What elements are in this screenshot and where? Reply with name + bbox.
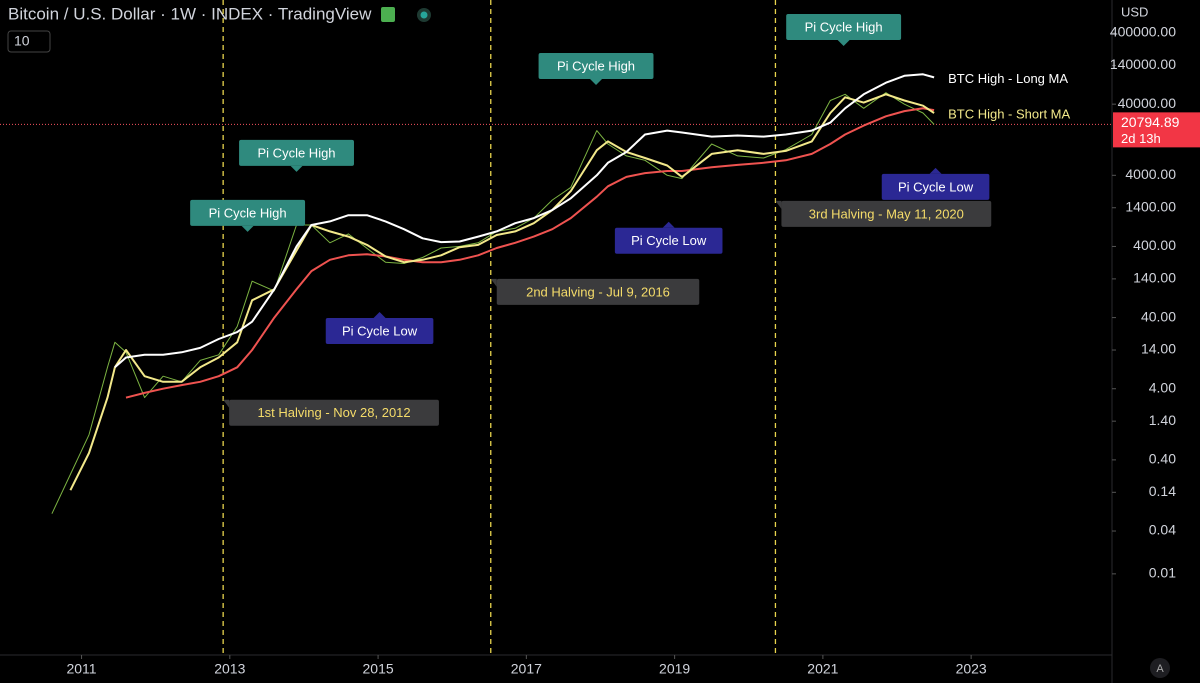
y-tick-label: 0.01 bbox=[1149, 565, 1176, 581]
y-tick-label: 40000.00 bbox=[1118, 95, 1177, 111]
y-tick-label: 1400.00 bbox=[1125, 198, 1176, 214]
annotation-box bbox=[781, 200, 992, 227]
annotation-pointer bbox=[837, 39, 850, 46]
series-label: BTC High - Short MA bbox=[948, 106, 1070, 121]
annotation-text: 3rd Halving - May 11, 2020 bbox=[809, 206, 964, 221]
plot-area bbox=[0, 0, 1112, 655]
annotation-text: Pi Cycle High bbox=[258, 145, 336, 160]
annotation-text: Pi Cycle High bbox=[557, 58, 635, 73]
annotation-box bbox=[614, 227, 723, 254]
status-dot bbox=[420, 11, 428, 19]
x-tick-label: 2021 bbox=[807, 661, 838, 677]
legend-toggle[interactable] bbox=[7, 30, 51, 53]
annotation-text: Pi Cycle High bbox=[805, 19, 883, 34]
y-tick-label: 0.04 bbox=[1149, 522, 1176, 538]
annotation-box bbox=[881, 173, 990, 200]
annotation-text: Pi Cycle Low bbox=[898, 179, 974, 194]
annotation-box bbox=[496, 278, 700, 305]
y-tick-label: 140000.00 bbox=[1110, 56, 1176, 72]
y-tick-label: 400.00 bbox=[1133, 237, 1176, 253]
annotation-text: Pi Cycle Low bbox=[342, 323, 418, 338]
auto-scale-button[interactable]: A bbox=[1156, 663, 1164, 675]
x-tick-label: 2011 bbox=[66, 661, 96, 677]
last-price-label: 20794.89 bbox=[1121, 114, 1180, 130]
currency-selector[interactable]: USD bbox=[1121, 4, 1148, 19]
x-tick-label: 2013 bbox=[214, 661, 245, 677]
series-line bbox=[69, 93, 935, 491]
annotation-pointer bbox=[373, 311, 386, 318]
y-tick-label: 1.40 bbox=[1149, 412, 1176, 428]
annotation-box bbox=[786, 13, 902, 40]
status-flag bbox=[381, 7, 395, 22]
annotation-text: 1st Halving - Nov 28, 2012 bbox=[257, 405, 410, 420]
annotation-pointer bbox=[775, 200, 782, 209]
auto-scale-button-bg[interactable] bbox=[1150, 658, 1170, 678]
annotation-pointer bbox=[662, 221, 675, 228]
chart-title: Bitcoin / U.S. Dollar · 1W · INDEX · Tra… bbox=[8, 4, 372, 23]
y-tick-label: 4.00 bbox=[1149, 379, 1176, 395]
x-tick-label: 2017 bbox=[511, 661, 542, 677]
annotation-pointer bbox=[590, 78, 603, 85]
annotation-pointer bbox=[223, 399, 230, 408]
legend-toggle-count: 10 bbox=[14, 33, 30, 49]
annotation-box bbox=[325, 317, 434, 344]
annotation-pointer bbox=[929, 167, 942, 174]
y-tick-label: 14.00 bbox=[1141, 341, 1176, 357]
series-line bbox=[125, 107, 935, 399]
annotation-text: Pi Cycle Low bbox=[631, 233, 707, 248]
x-tick-label: 2023 bbox=[956, 661, 987, 677]
x-tick-label: 2019 bbox=[659, 661, 690, 677]
annotation-box bbox=[229, 399, 439, 426]
annotation-text: 2nd Halving - Jul 9, 2016 bbox=[526, 284, 670, 299]
annotation-box bbox=[538, 52, 654, 79]
y-tick-label: 4000.00 bbox=[1125, 166, 1176, 182]
annotation-pointer bbox=[290, 165, 303, 172]
annotation-pointer bbox=[490, 278, 497, 287]
annotation-pointer bbox=[241, 225, 254, 232]
y-tick-label: 40.00 bbox=[1141, 308, 1176, 324]
y-tick-label: 0.14 bbox=[1149, 483, 1176, 499]
y-tick-label: 0.40 bbox=[1149, 451, 1176, 467]
x-tick-label: 2015 bbox=[363, 661, 394, 677]
annotation-box bbox=[190, 199, 306, 226]
last-price-badge bbox=[1113, 112, 1200, 148]
series-label: BTC High - Long MA bbox=[948, 71, 1068, 86]
series-line bbox=[114, 73, 935, 369]
countdown-label: 2d 13h bbox=[1121, 131, 1161, 146]
y-tick-label: 400000.00 bbox=[1110, 24, 1176, 40]
annotation-text: Pi Cycle High bbox=[209, 205, 287, 220]
y-tick-label: 140.00 bbox=[1133, 270, 1176, 286]
annotation-box bbox=[239, 139, 354, 166]
